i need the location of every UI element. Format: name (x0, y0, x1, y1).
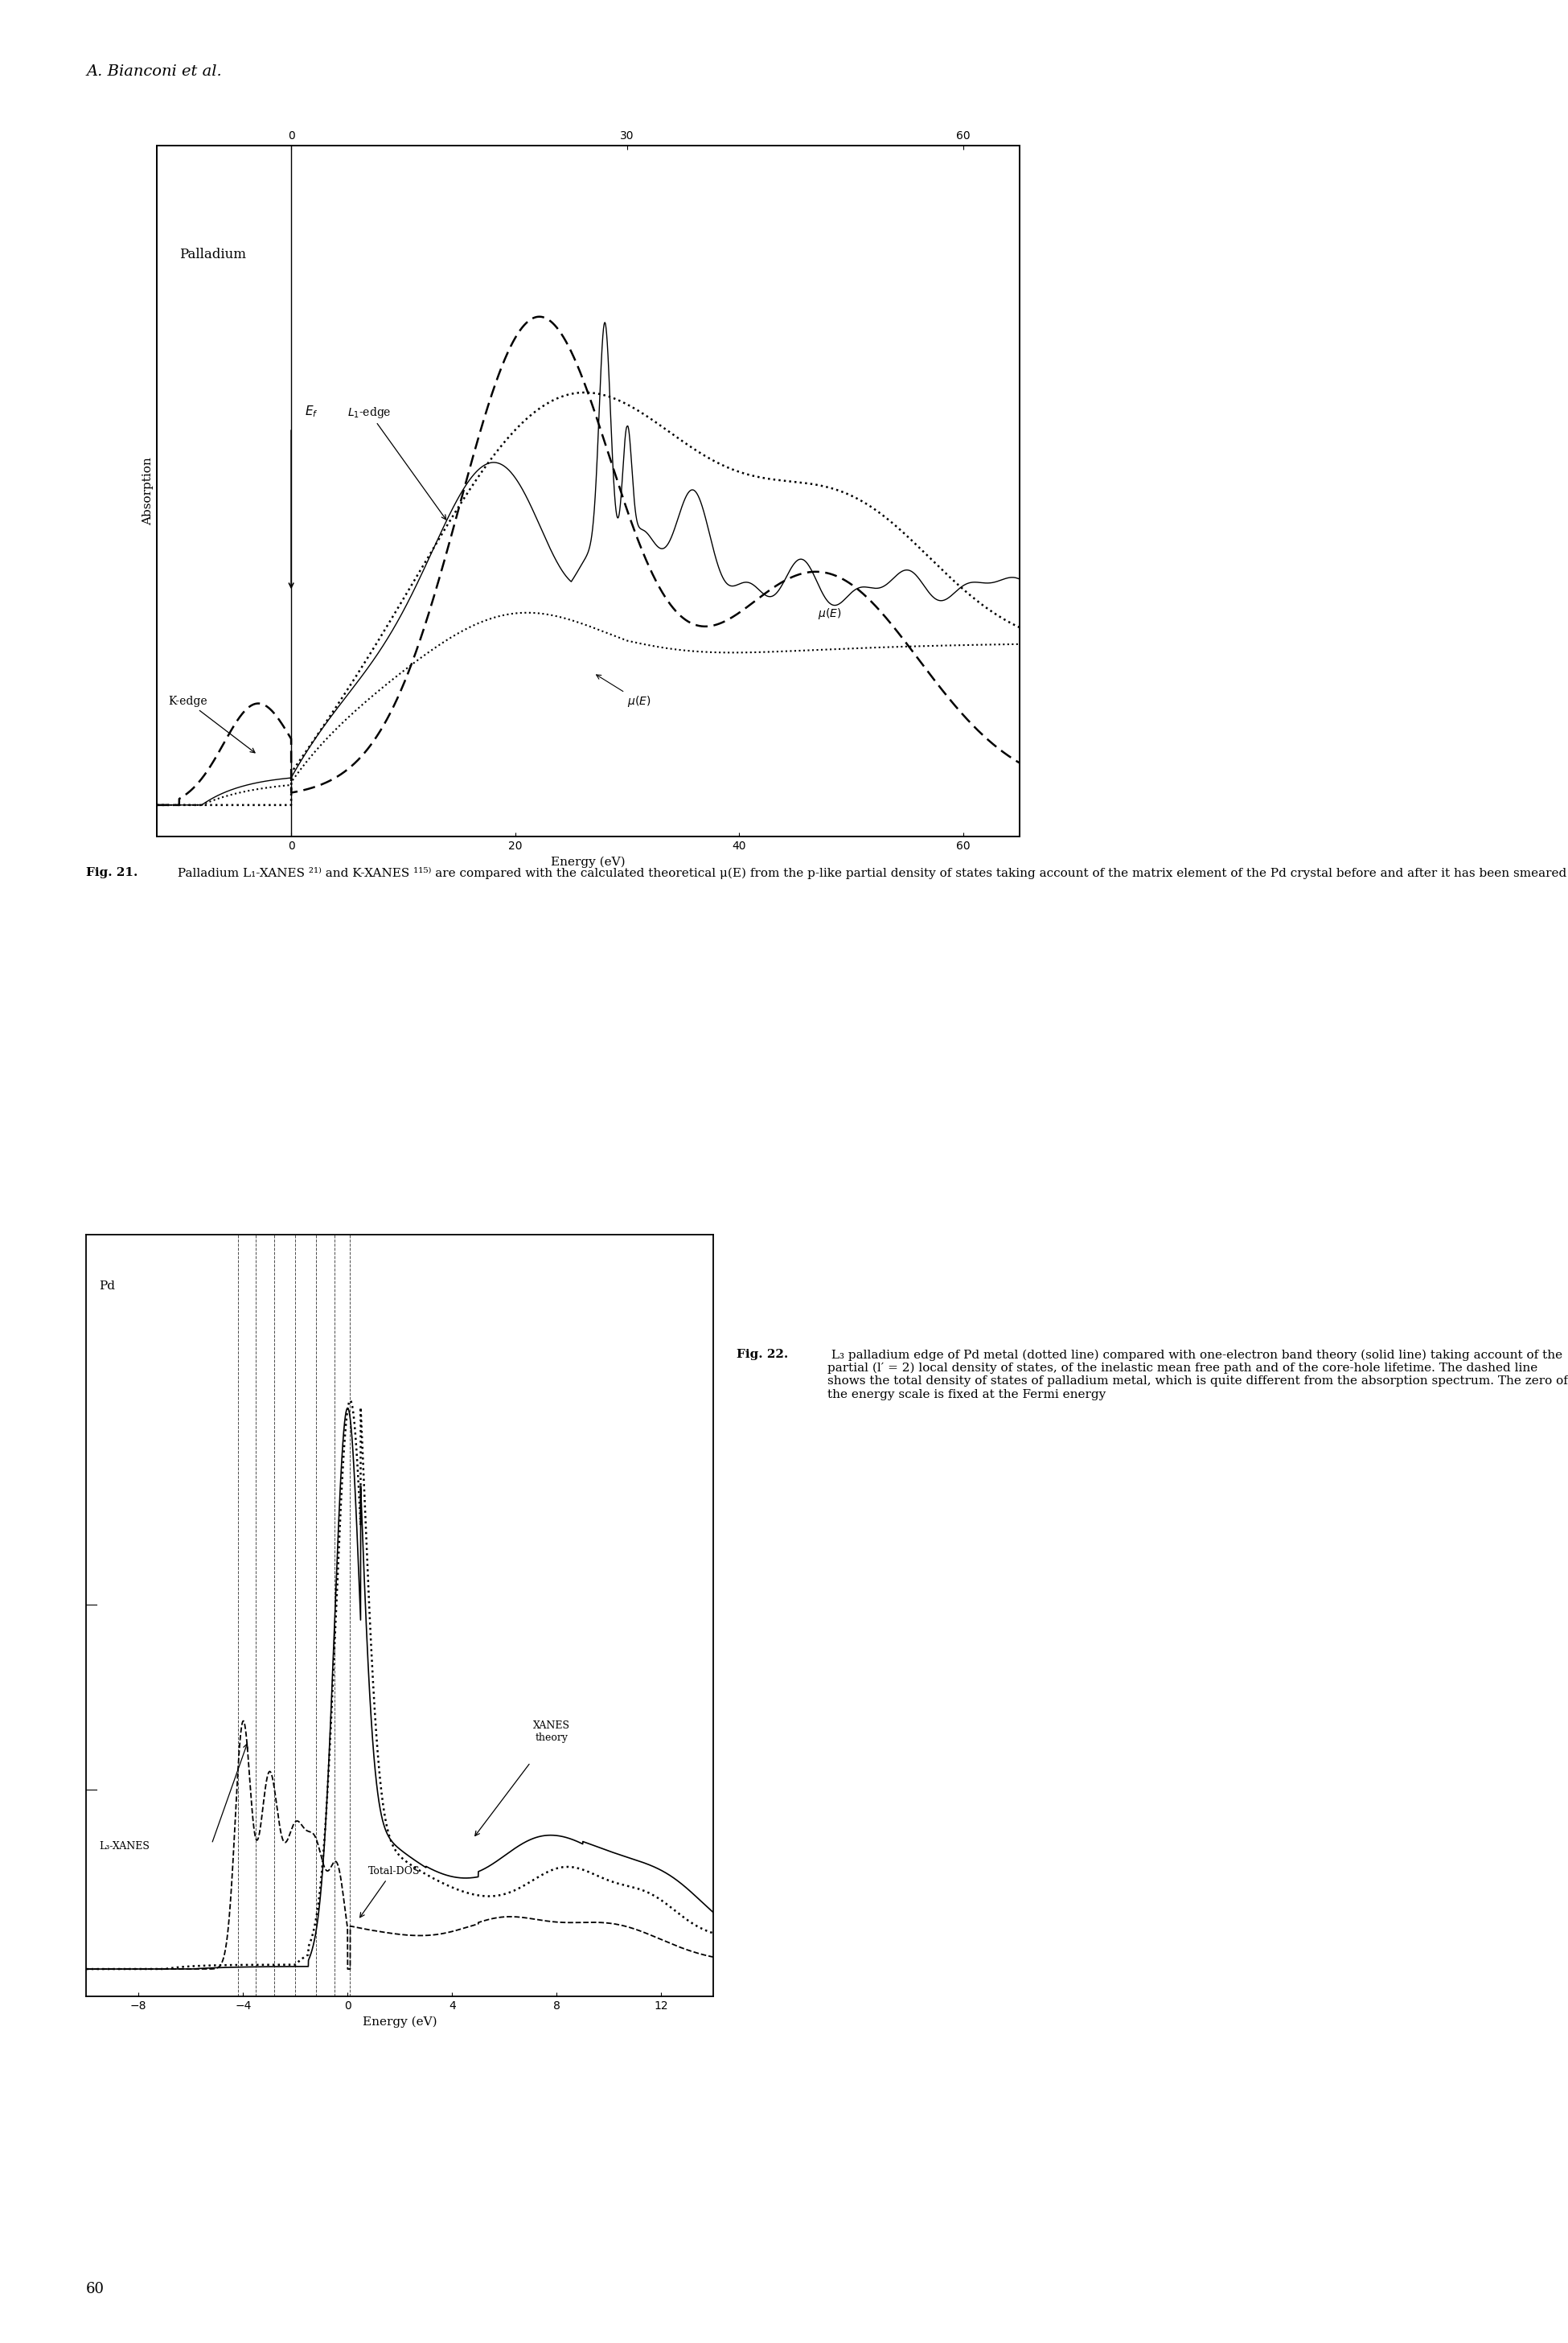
Text: L₃-XANES: L₃-XANES (99, 1842, 151, 1851)
Text: L₃ palladium edge of Pd metal (dotted line) compared with one-electron band theo: L₃ palladium edge of Pd metal (dotted li… (828, 1350, 1568, 1401)
Text: Pd: Pd (99, 1279, 116, 1291)
Text: Palladium: Palladium (179, 248, 246, 262)
Text: XANES
theory: XANES theory (533, 1720, 569, 1743)
Text: 60: 60 (86, 2282, 105, 2296)
X-axis label: Energy (eV): Energy (eV) (362, 2015, 437, 2027)
Text: A. Bianconi et al.: A. Bianconi et al. (86, 63, 223, 80)
X-axis label: Energy (eV): Energy (eV) (550, 855, 626, 867)
Text: $\mu(E)$: $\mu(E)$ (817, 607, 840, 621)
Text: $L_1$-edge: $L_1$-edge (347, 405, 445, 520)
Text: Total-DOS: Total-DOS (368, 1865, 420, 1877)
Text: Palladium L₁-XANES ²¹⁾ and K-XANES ¹¹⁵⁾ are compared with the calculated theoret: Palladium L₁-XANES ²¹⁾ and K-XANES ¹¹⁵⁾ … (174, 867, 1568, 879)
Y-axis label: Absorption: Absorption (143, 457, 154, 525)
Text: $E_f$: $E_f$ (304, 405, 318, 419)
Text: Fig. 22.: Fig. 22. (737, 1350, 789, 1361)
Text: Fig. 21.: Fig. 21. (86, 867, 138, 879)
Text: $\mu(E)$: $\mu(E)$ (596, 675, 651, 708)
Text: K-edge: K-edge (168, 696, 256, 752)
